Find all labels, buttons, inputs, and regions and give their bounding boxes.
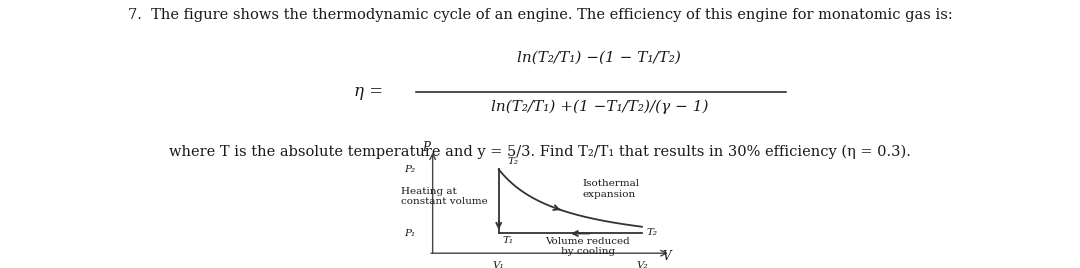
Text: 7.  The figure shows the thermodynamic cycle of an engine. The efficiency of thi: 7. The figure shows the thermodynamic cy… [127,8,953,22]
Text: T₂: T₂ [508,157,518,166]
Text: T₁: T₁ [502,236,513,245]
Text: P₂: P₂ [404,165,415,174]
Text: V₁: V₁ [492,261,504,268]
Text: Isothermal
expansion: Isothermal expansion [582,179,639,199]
Text: V: V [662,250,671,263]
Text: ln(T₂/T₁) +(1 −T₁/T₂)/(γ − 1): ln(T₂/T₁) +(1 −T₁/T₂)/(γ − 1) [490,99,708,114]
Text: V₂: V₂ [636,261,648,268]
Text: where T is the absolute temperature and y = 5/3. Find T₂/T₁ that results in 30% : where T is the absolute temperature and … [170,145,910,159]
Text: P: P [422,141,430,154]
Text: T₂: T₂ [646,228,658,237]
Text: Heating at
constant volume: Heating at constant volume [401,187,488,206]
Text: ln(T₂/T₁) −(1 − T₁/T₂): ln(T₂/T₁) −(1 − T₁/T₂) [517,50,681,64]
Text: P₁: P₁ [404,229,415,238]
Text: Volume reduced
by cooling: Volume reduced by cooling [545,237,631,256]
Text: η =: η = [354,83,383,100]
